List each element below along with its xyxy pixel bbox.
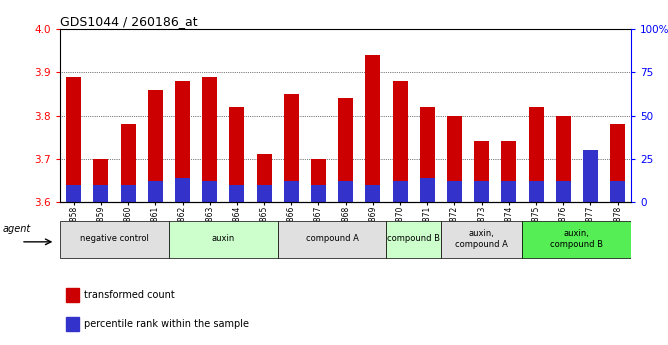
Bar (60, 221, 169, 258)
Bar (169, 221, 278, 258)
Bar (474, 181, 489, 202)
Text: agent: agent (3, 225, 31, 234)
Text: auxin,
compound B: auxin, compound B (550, 229, 603, 249)
Bar (202, 77, 217, 202)
Text: GDS1044 / 260186_at: GDS1044 / 260186_at (60, 15, 198, 28)
Bar (278, 221, 387, 258)
Bar (420, 107, 435, 202)
Bar (441, 221, 522, 258)
Bar (447, 116, 462, 202)
Bar (257, 154, 272, 202)
Bar (420, 178, 435, 202)
Bar (121, 185, 136, 202)
Bar (311, 159, 326, 202)
Bar (229, 107, 244, 202)
Bar (148, 90, 163, 202)
Bar (556, 116, 570, 202)
Bar (502, 141, 516, 202)
Bar (229, 185, 244, 202)
Text: compound A: compound A (306, 235, 359, 244)
Bar (121, 124, 136, 202)
Bar (257, 185, 272, 202)
Text: transformed count: transformed count (84, 290, 175, 300)
Bar (528, 181, 544, 202)
Bar (284, 94, 299, 202)
Bar (610, 124, 625, 202)
Bar (311, 185, 326, 202)
Bar (338, 181, 353, 202)
Bar (610, 181, 625, 202)
Bar (393, 81, 407, 202)
Bar (365, 185, 380, 202)
Text: compound B: compound B (387, 235, 440, 244)
Bar (502, 181, 516, 202)
Text: auxin,
compound A: auxin, compound A (455, 229, 508, 249)
Bar (66, 185, 81, 202)
Bar (365, 55, 380, 202)
Bar (528, 107, 544, 202)
Bar (94, 185, 108, 202)
Bar (387, 221, 441, 258)
Bar (148, 181, 163, 202)
Bar (556, 181, 570, 202)
Bar (202, 181, 217, 202)
Bar (522, 221, 631, 258)
Bar (175, 178, 190, 202)
Bar (393, 181, 407, 202)
Bar (66, 317, 79, 331)
Bar (583, 150, 598, 202)
Bar (474, 141, 489, 202)
Bar (338, 98, 353, 202)
Text: auxin: auxin (212, 235, 235, 244)
Bar (284, 181, 299, 202)
Bar (447, 181, 462, 202)
Text: negative control: negative control (80, 235, 149, 244)
Text: percentile rank within the sample: percentile rank within the sample (84, 319, 249, 329)
Bar (66, 77, 81, 202)
Bar (66, 288, 79, 302)
Bar (94, 159, 108, 202)
Bar (175, 81, 190, 202)
